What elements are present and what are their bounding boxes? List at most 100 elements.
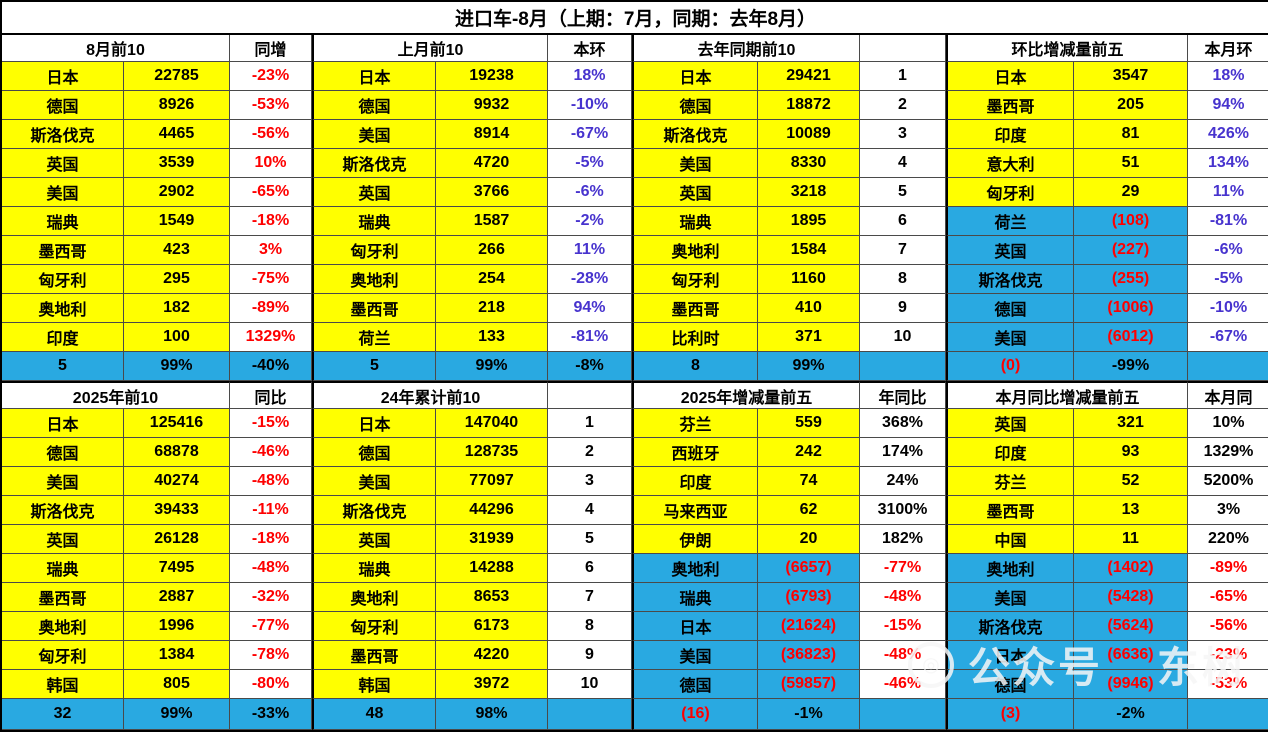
country-cell: 斯洛伐克: [946, 265, 1074, 294]
value-cell: 1996: [124, 612, 230, 641]
pct-cell: 426%: [1188, 120, 1268, 149]
country-cell: 斯洛伐克: [312, 496, 436, 525]
country-cell: 德国: [946, 670, 1074, 699]
value-cell: (6636): [1074, 641, 1188, 670]
pct-cell: -81%: [1188, 207, 1268, 236]
value-cell: 266: [436, 236, 548, 265]
value-cell: 1160: [758, 265, 860, 294]
value-cell: 11: [1074, 525, 1188, 554]
country-cell: 印度: [946, 120, 1074, 149]
country-cell: 德国: [2, 91, 124, 120]
value-cell: 22785: [124, 62, 230, 91]
country-cell: 斯洛伐克: [632, 120, 758, 149]
value-cell: 3766: [436, 178, 548, 207]
country-cell: 伊朗: [632, 525, 758, 554]
country-cell: 日本: [312, 409, 436, 438]
rank-cell: 9: [860, 294, 946, 323]
country-cell: 比利时: [632, 323, 758, 352]
country-cell: 奥地利: [312, 583, 436, 612]
value-cell: 295: [124, 265, 230, 294]
pct-cell: -11%: [230, 496, 312, 525]
value-cell: 29: [1074, 178, 1188, 207]
value-cell: 321: [1074, 409, 1188, 438]
country-cell: 英国: [946, 409, 1074, 438]
footer-cell: 99%: [124, 352, 230, 381]
value-cell: (9946): [1074, 670, 1188, 699]
footer-cell: [860, 699, 946, 730]
value-cell: 8926: [124, 91, 230, 120]
column-header: [548, 381, 632, 409]
pct-cell: -67%: [548, 120, 632, 149]
country-cell: 日本: [312, 62, 436, 91]
pct-cell: 94%: [1188, 91, 1268, 120]
value-cell: (36823): [758, 641, 860, 670]
group-header: 本月同比增减量前五: [946, 381, 1188, 409]
value-cell: 3972: [436, 670, 548, 699]
footer-cell: [860, 352, 946, 381]
country-cell: 斯洛伐克: [2, 496, 124, 525]
country-cell: 英国: [632, 178, 758, 207]
country-cell: 印度: [2, 323, 124, 352]
pct-cell: -48%: [230, 554, 312, 583]
value-cell: 62: [758, 496, 860, 525]
country-cell: 意大利: [946, 149, 1074, 178]
footer-cell: [548, 699, 632, 730]
pct-cell: -6%: [1188, 236, 1268, 265]
country-cell: 美国: [2, 467, 124, 496]
country-cell: 奥地利: [2, 294, 124, 323]
value-cell: 68878: [124, 438, 230, 467]
country-cell: 美国: [946, 323, 1074, 352]
value-cell: 13: [1074, 496, 1188, 525]
pct-cell: 3%: [1188, 496, 1268, 525]
footer-cell: -99%: [1074, 352, 1188, 381]
pct-cell: -78%: [230, 641, 312, 670]
footer-cell: (0): [946, 352, 1074, 381]
value-cell: 26128: [124, 525, 230, 554]
rank-cell: 2: [548, 438, 632, 467]
column-header: 同增: [230, 35, 312, 62]
pct-cell: -46%: [860, 670, 946, 699]
country-cell: 韩国: [2, 670, 124, 699]
country-cell: 日本: [2, 62, 124, 91]
value-cell: 51: [1074, 149, 1188, 178]
value-cell: 182: [124, 294, 230, 323]
rank-cell: 3: [860, 120, 946, 149]
value-cell: 40274: [124, 467, 230, 496]
column-header: 同比: [230, 381, 312, 409]
value-cell: 19238: [436, 62, 548, 91]
value-cell: 8914: [436, 120, 548, 149]
pct-cell: 18%: [1188, 62, 1268, 91]
value-cell: 20: [758, 525, 860, 554]
value-cell: (21624): [758, 612, 860, 641]
page-title: 进口车-8月（上期：7月，同期：去年8月）: [2, 2, 1268, 35]
rank-cell: 6: [860, 207, 946, 236]
country-cell: 西班牙: [632, 438, 758, 467]
value-cell: 4465: [124, 120, 230, 149]
pct-cell: 94%: [548, 294, 632, 323]
value-cell: 52: [1074, 467, 1188, 496]
footer-cell: 5: [312, 352, 436, 381]
pct-cell: -48%: [230, 467, 312, 496]
footer-cell: 48: [312, 699, 436, 730]
rank-cell: 5: [860, 178, 946, 207]
group-header: 2025年增减量前五: [632, 381, 860, 409]
pct-cell: -15%: [230, 409, 312, 438]
country-cell: 匈牙利: [312, 236, 436, 265]
pct-cell: -32%: [230, 583, 312, 612]
country-cell: 英国: [312, 178, 436, 207]
value-cell: (5624): [1074, 612, 1188, 641]
value-cell: 4720: [436, 149, 548, 178]
country-cell: 美国: [632, 149, 758, 178]
pct-cell: 174%: [860, 438, 946, 467]
value-cell: 242: [758, 438, 860, 467]
group-header: 8月前10: [2, 35, 230, 62]
country-cell: 瑞典: [2, 207, 124, 236]
pct-cell: -80%: [230, 670, 312, 699]
column-header: [860, 35, 946, 62]
value-cell: 4220: [436, 641, 548, 670]
pct-cell: -28%: [548, 265, 632, 294]
country-cell: 英国: [312, 525, 436, 554]
value-cell: (5428): [1074, 583, 1188, 612]
rank-cell: 10: [548, 670, 632, 699]
